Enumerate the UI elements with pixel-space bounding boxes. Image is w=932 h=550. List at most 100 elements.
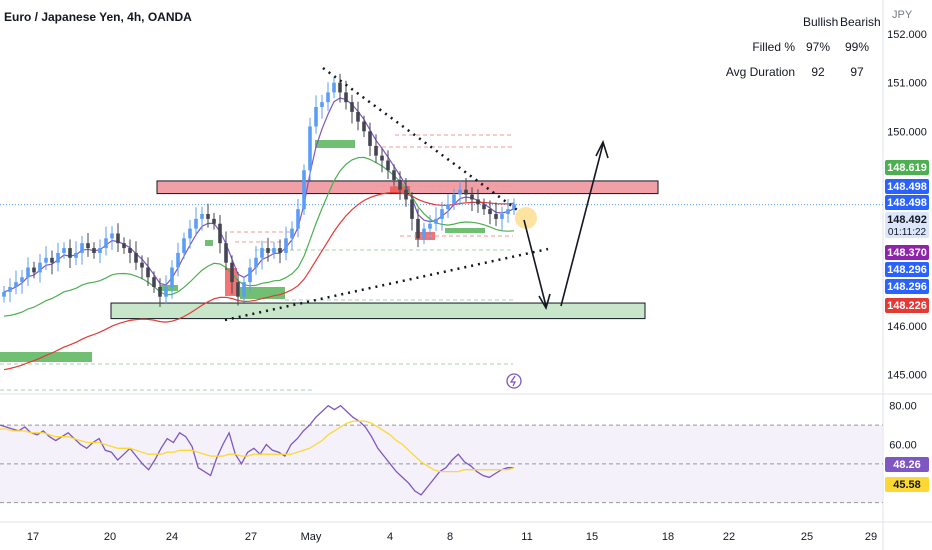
candle-body — [512, 204, 516, 210]
candle-body — [236, 282, 240, 297]
candle-body — [98, 248, 102, 253]
candle-body — [8, 286, 12, 292]
price-label-text: 148.498 — [887, 197, 927, 209]
candle-body — [26, 267, 30, 278]
candle-body — [248, 267, 252, 283]
candle-body — [500, 214, 504, 219]
rsi-value-text: 45.58 — [893, 479, 921, 491]
candle-body — [50, 257, 54, 263]
candle-body — [254, 257, 258, 268]
candle-body — [206, 214, 210, 219]
candle-body — [68, 248, 72, 258]
annotations — [224, 66, 609, 389]
candle-body — [434, 218, 438, 224]
candle-body — [146, 267, 150, 278]
time-tick-label: 20 — [104, 531, 116, 543]
time-tick-label: 27 — [245, 531, 257, 543]
currency-label: JPY — [892, 9, 913, 21]
countdown-text: 01:11:22 — [888, 227, 927, 238]
stats-bullish-value: 97% — [806, 40, 830, 54]
time-tick-label: 15 — [586, 531, 598, 543]
candle-body — [74, 252, 78, 258]
candle-body — [494, 214, 498, 219]
rsi-series-line — [0, 420, 515, 473]
candle-body — [212, 218, 216, 224]
candle-body — [242, 282, 246, 297]
candle-body — [266, 248, 270, 253]
candle-body — [338, 82, 342, 93]
price-label-text: 148.619 — [887, 162, 927, 174]
candle-body — [218, 223, 222, 244]
candle-body — [200, 214, 204, 219]
candle-body — [332, 82, 336, 93]
candle-body — [452, 194, 456, 205]
order-block — [205, 240, 213, 246]
order-block — [445, 228, 485, 233]
candle-body — [482, 204, 486, 210]
price-label-text: 148.492 — [887, 214, 927, 226]
price-label-text: 148.296 — [887, 281, 927, 293]
rsi-value-tag — [885, 457, 929, 472]
candle-body — [20, 277, 24, 283]
arrowhead — [595, 139, 609, 159]
candle-body — [152, 277, 156, 287]
price-axis: 145.000 146.000 150.000 151.000 152.000 80.00… — [27, 29, 929, 543]
candle-body — [368, 131, 372, 146]
price-label-tag — [885, 212, 929, 238]
descending-trendline — [322, 66, 521, 214]
candle-body — [374, 145, 378, 156]
price-label-tag — [885, 179, 929, 194]
candle-body — [476, 199, 480, 205]
candle-body — [278, 248, 282, 253]
time-tick-label: 25 — [801, 531, 813, 543]
price-label-tag — [885, 160, 929, 175]
candle-body — [176, 252, 180, 268]
candle-body — [92, 248, 96, 253]
price-label-text: 148.226 — [887, 300, 927, 312]
candle-body — [380, 155, 384, 161]
price-label-text: 148.498 — [887, 181, 927, 193]
candle-body — [230, 262, 234, 283]
time-tick-label: 24 — [166, 531, 178, 543]
candle-body — [14, 282, 18, 287]
candle-body — [302, 170, 306, 210]
stats-bearish-value: 99% — [845, 40, 869, 54]
candle-body — [290, 228, 294, 239]
candle-body — [110, 233, 114, 239]
candle-body — [272, 248, 276, 253]
time-tick-label: 11 — [521, 531, 532, 543]
candle-body — [320, 102, 324, 108]
candle-body — [56, 252, 60, 263]
time-tick-label: 22 — [723, 531, 735, 543]
price-label-tag — [885, 195, 929, 210]
candle-body — [458, 189, 462, 195]
price-tick-label: 146.000 — [887, 321, 927, 333]
candle-body — [314, 107, 318, 127]
moving-average-line — [3, 97, 515, 293]
candle-body — [422, 228, 426, 239]
candle-body — [506, 209, 510, 215]
candle-body — [362, 121, 366, 132]
projection-arrow-down — [523, 219, 547, 307]
time-tick-label: 29 — [865, 531, 877, 543]
highlight-circle — [515, 207, 537, 229]
candle-body — [308, 126, 312, 171]
candle-body — [344, 92, 348, 103]
stats-bearish-value: 97 — [850, 65, 864, 79]
candle-body — [356, 111, 360, 122]
rsi-tick-label: 80.00 — [889, 401, 917, 413]
moving-average-line — [3, 191, 515, 371]
candle-body — [164, 286, 168, 297]
candle-body — [350, 102, 354, 112]
order-block — [240, 287, 285, 299]
price-tick-label: 152.000 — [887, 29, 927, 41]
rsi-tick-label: 60.00 — [889, 439, 917, 451]
price-label-text: 148.296 — [887, 264, 927, 276]
symbol-title: Euro / Japanese Yen, 4h, OANDA — [4, 10, 192, 24]
moving-averages — [3, 97, 515, 371]
price-tick-label: 151.000 — [887, 78, 927, 90]
candle-body — [104, 238, 108, 249]
candle-body — [86, 243, 90, 249]
price-label-tag — [885, 245, 929, 260]
